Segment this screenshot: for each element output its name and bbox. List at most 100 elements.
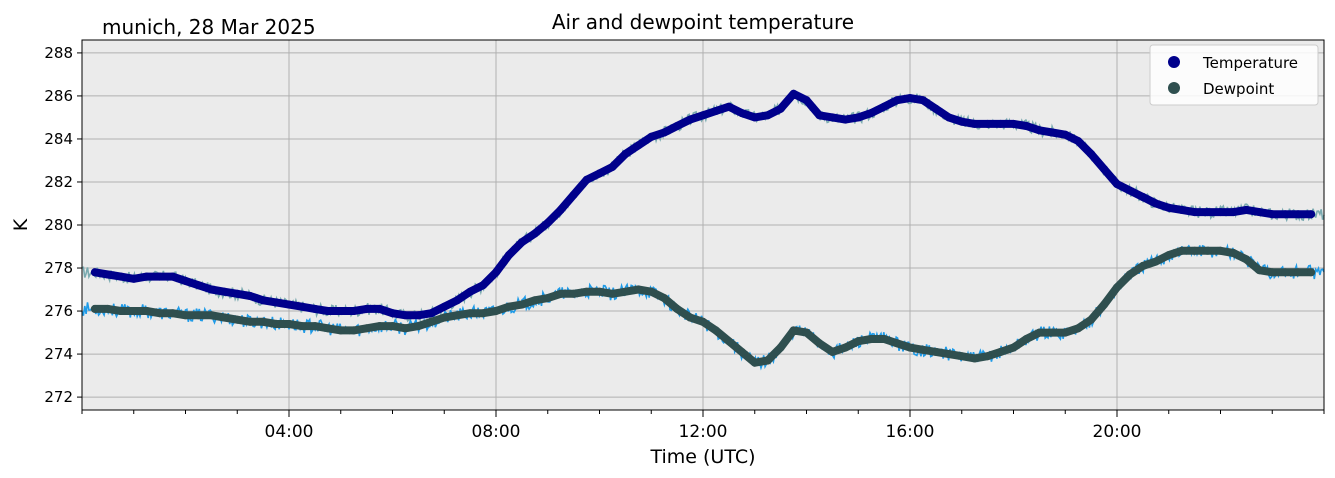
dewpoint-point bbox=[1255, 266, 1264, 275]
dewpoint-point bbox=[1177, 246, 1186, 255]
temperature-point bbox=[983, 119, 992, 128]
temperature-point bbox=[970, 119, 979, 128]
dewpoint-point bbox=[776, 343, 785, 352]
dewpoint-point bbox=[737, 347, 746, 356]
temperature-point bbox=[660, 128, 669, 137]
temperature-point bbox=[155, 272, 164, 281]
temperature-point bbox=[867, 109, 876, 118]
temperature-point bbox=[737, 109, 746, 118]
temperature-point bbox=[220, 287, 229, 296]
temperature-point bbox=[453, 296, 462, 305]
dewpoint-point bbox=[556, 289, 565, 298]
dewpoint-point bbox=[802, 328, 811, 337]
y-tick-label: 284 bbox=[44, 130, 73, 148]
dewpoint-point bbox=[1281, 268, 1290, 277]
dewpoint-point bbox=[142, 307, 151, 315]
dewpoint-point bbox=[608, 289, 617, 298]
temperature-point bbox=[1074, 137, 1083, 146]
temperature-point bbox=[1203, 208, 1212, 217]
dewpoint-point bbox=[880, 335, 889, 343]
dewpoint-point bbox=[401, 324, 410, 333]
temperature-point bbox=[1009, 119, 1018, 128]
dewpoint-point bbox=[272, 320, 281, 328]
legend-temperature-marker bbox=[1168, 56, 1180, 68]
dewpoint-point bbox=[1294, 268, 1303, 277]
legend: Temperature Dewpoint bbox=[1149, 44, 1319, 106]
temperature-point bbox=[569, 190, 578, 199]
y-tick-label: 278 bbox=[44, 259, 73, 277]
dewpoint-point bbox=[543, 294, 552, 303]
dewpoint-point bbox=[207, 311, 216, 320]
temperature-point bbox=[1087, 150, 1096, 158]
dewpoint-point bbox=[504, 302, 513, 311]
dewpoint-point bbox=[1190, 246, 1199, 255]
temperature-point bbox=[1177, 205, 1186, 214]
dewpoint-point bbox=[673, 304, 682, 313]
temperature-point bbox=[608, 162, 617, 171]
dewpoint-point bbox=[479, 309, 488, 318]
dewpoint-point bbox=[686, 313, 695, 322]
dewpoint-point bbox=[1074, 324, 1083, 333]
temperature-point bbox=[168, 272, 177, 281]
temperature-point bbox=[310, 304, 319, 313]
dewpoint-point bbox=[1022, 335, 1031, 343]
dewpoint-point bbox=[931, 347, 940, 356]
dewpoint-point bbox=[1048, 328, 1057, 337]
y-tick-label: 282 bbox=[44, 173, 73, 191]
dewpoint-point bbox=[621, 287, 630, 296]
dewpoint-point bbox=[530, 296, 539, 305]
dewpoint-point bbox=[103, 304, 112, 313]
temperature-point bbox=[142, 272, 151, 281]
dewpoint-point bbox=[362, 324, 371, 333]
dewpoint-point bbox=[1216, 246, 1225, 255]
dewpoint-point bbox=[1229, 249, 1238, 257]
dewpoint-point bbox=[582, 287, 591, 296]
dewpoint-point bbox=[233, 315, 242, 324]
temperature-point bbox=[323, 307, 332, 315]
dewpoint-point bbox=[517, 300, 526, 309]
dewpoint-point bbox=[453, 311, 462, 320]
dewpoint-point bbox=[246, 317, 255, 326]
y-axis-label: K bbox=[10, 218, 32, 231]
temperature-point bbox=[854, 113, 863, 122]
dewpoint-point bbox=[492, 307, 500, 315]
dewpoint-point bbox=[595, 287, 604, 296]
dewpoint-point bbox=[944, 350, 953, 359]
temperature-point bbox=[918, 96, 927, 105]
dewpoint-point bbox=[259, 317, 268, 326]
temperature-point bbox=[621, 150, 630, 158]
dewpoint-point bbox=[336, 326, 345, 335]
dewpoint-point bbox=[815, 339, 824, 348]
temperature-point bbox=[828, 113, 837, 122]
temperature-point bbox=[1294, 210, 1303, 219]
dewpoint-point bbox=[841, 343, 850, 352]
dewpoint-point bbox=[375, 322, 384, 331]
temperature-point bbox=[1216, 208, 1225, 217]
temperature-point bbox=[582, 175, 591, 184]
x-tick-label: 20:00 bbox=[1093, 422, 1142, 442]
x-tick-label: 16:00 bbox=[886, 422, 935, 442]
temperature-point bbox=[1268, 210, 1277, 219]
y-tick-label: 288 bbox=[44, 44, 73, 62]
temperature-point bbox=[634, 141, 643, 150]
x-tick-label: 04:00 bbox=[265, 422, 314, 442]
dewpoint-point bbox=[699, 317, 707, 326]
temperature-point bbox=[116, 272, 125, 281]
dewpoint-point bbox=[297, 322, 306, 331]
dewpoint-point bbox=[1138, 261, 1147, 270]
temperature-point bbox=[957, 117, 966, 126]
y-tick-label: 286 bbox=[44, 87, 73, 105]
dewpoint-point bbox=[1100, 300, 1109, 309]
dewpoint-point bbox=[1125, 270, 1134, 279]
temperature-point bbox=[388, 309, 397, 318]
temperature-point bbox=[802, 96, 811, 105]
temperature-point bbox=[1255, 208, 1264, 217]
dewpoint-point bbox=[1307, 268, 1316, 277]
dewpoint-point bbox=[828, 347, 837, 356]
dewpoint-point bbox=[1061, 328, 1070, 337]
temperature-point bbox=[181, 276, 190, 285]
temperature-point bbox=[259, 296, 268, 305]
temperature-point bbox=[1061, 130, 1070, 139]
dewpoint-point bbox=[1035, 328, 1044, 337]
dewpoint-point bbox=[957, 352, 966, 361]
